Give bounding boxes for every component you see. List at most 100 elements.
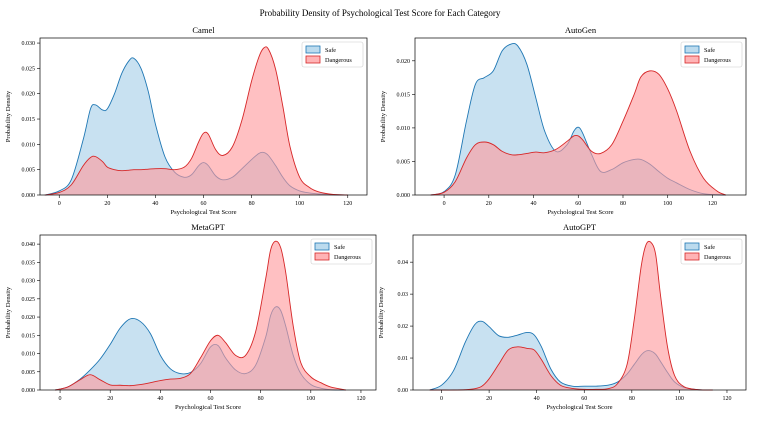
legend-label-safe: Safe [704, 244, 715, 251]
axes-frame [412, 234, 747, 391]
y-tick-label: 0.04 [398, 260, 409, 266]
x-axis-label: Psychological Test Score [170, 209, 236, 216]
x-tick-label: 60 [201, 201, 207, 207]
density-line-dangerous [429, 240, 713, 391]
x-tick-label: 80 [629, 396, 635, 402]
x-tick-label: 120 [356, 396, 365, 402]
x-tick-label: 0 [440, 396, 443, 402]
panel-title: AutoGen [565, 25, 597, 35]
panel-autogpt: AutoGPT 0 20 40 60 80 100 120 0.00 0.01 0.02 0.03 0.… [378, 222, 747, 411]
legend-swatch-safe [684, 45, 700, 54]
y-tick-label: 0.020 [22, 92, 36, 98]
y-tick-label: 0.030 [22, 279, 36, 285]
x-tick-label: 20 [486, 396, 492, 402]
x-tick-label: 60 [575, 201, 581, 207]
y-tick-label: 0.000 [397, 193, 411, 199]
y-tick-label: 0.02 [398, 324, 409, 330]
legend-swatch-dangerous [684, 252, 700, 261]
density-area-dangerous [429, 241, 713, 391]
y-tick-label: 0.000 [22, 388, 36, 394]
x-tick-label: 40 [157, 396, 163, 402]
legend-label-dangerous: Dangerous [325, 57, 352, 64]
y-tick-label: 0.015 [22, 117, 36, 123]
x-tick-label: 80 [258, 396, 264, 402]
y-tick-label: 0.040 [22, 242, 36, 248]
legend: Safe Dangerous [680, 41, 743, 68]
y-tick-label: 0.015 [22, 333, 36, 339]
y-axis-label: Probability Density [5, 90, 12, 142]
x-tick-label: 0 [443, 201, 446, 207]
x-axis-label: Psychological Test Score [175, 404, 241, 411]
panel-camel: Camel 0 20 40 60 80 100 120 0.000 0.005 0.010 0.015… [5, 25, 368, 216]
legend-swatch-dangerous [305, 55, 321, 64]
density-area-dangerous [430, 70, 726, 195]
legend-label-safe: Safe [334, 244, 345, 251]
y-tick-label: 0.025 [22, 297, 36, 303]
x-tick-label: 120 [343, 201, 352, 207]
y-tick-label: 0.035 [22, 260, 36, 266]
x-tick-label: 0 [59, 396, 62, 402]
y-tick-label: 0.00 [398, 388, 409, 394]
y-tick-label: 0.010 [22, 352, 36, 358]
y-tick-label: 0.010 [22, 142, 36, 148]
panel-title: MetaGPT [191, 222, 225, 232]
y-tick-label: 0.005 [397, 159, 411, 165]
x-tick-label: 40 [531, 201, 537, 207]
legend: Safe Dangerous [680, 238, 743, 265]
x-tick-label: 40 [152, 201, 158, 207]
x-tick-label: 120 [708, 201, 717, 207]
y-tick-label: 0.020 [397, 59, 411, 65]
legend-label-dangerous: Dangerous [704, 254, 731, 261]
panel-title: Camel [192, 25, 215, 35]
y-tick-label: 0.030 [22, 41, 36, 47]
legend-swatch-dangerous [314, 252, 330, 261]
y-tick-label: 0.03 [398, 292, 409, 298]
x-tick-label: 100 [675, 396, 684, 402]
legend-label-dangerous: Dangerous [704, 57, 731, 64]
density-line-dangerous [44, 46, 348, 196]
x-tick-label: 120 [722, 396, 731, 402]
figure-title: Probability Density of Psychological Tes… [260, 8, 501, 18]
x-tick-label: 80 [620, 201, 626, 207]
x-tick-label: 60 [581, 396, 587, 402]
legend-label-safe: Safe [325, 47, 336, 54]
x-tick-label: 0 [58, 201, 61, 207]
x-axis-label: Psychological Test Score [547, 209, 613, 216]
y-tick-label: 0.020 [22, 315, 36, 321]
x-tick-label: 20 [486, 201, 492, 207]
panel-metagpt: MetaGPT 0 20 40 60 80 100 120 0.000 0.005 0.010 0.0… [5, 222, 377, 411]
panel-autogen: AutoGen 0 20 40 60 80 100 120 0.000 0.005 0.010 0.0… [380, 25, 747, 216]
legend-label-dangerous: Dangerous [334, 254, 361, 261]
density-area-dangerous [55, 241, 346, 390]
y-tick-label: 0.025 [22, 66, 36, 72]
y-tick-label: 0.005 [22, 168, 36, 174]
panel-title: AutoGPT [563, 222, 597, 232]
x-tick-label: 80 [249, 201, 255, 207]
legend-swatch-safe [305, 45, 321, 54]
x-tick-label: 40 [534, 396, 540, 402]
legend-swatch-safe [684, 242, 700, 251]
legend-label-safe: Safe [704, 47, 715, 54]
density-line-dangerous [54, 240, 346, 391]
y-axis-label: Probability Density [378, 286, 385, 338]
x-tick-label: 100 [306, 396, 315, 402]
y-tick-label: 0.010 [397, 126, 411, 132]
x-tick-label: 20 [104, 201, 110, 207]
legend-swatch-safe [314, 242, 330, 251]
x-tick-label: 20 [107, 396, 113, 402]
density-area-dangerous [44, 46, 348, 196]
density-line-dangerous [430, 70, 727, 196]
y-axis-label: Probability Density [5, 286, 12, 338]
axes-frame [414, 37, 747, 196]
x-tick-label: 100 [663, 201, 672, 207]
y-tick-label: 0.015 [397, 92, 411, 98]
axes-frame [39, 234, 377, 391]
x-axis-label: Psychological Test Score [546, 404, 612, 411]
y-tick-label: 0.000 [22, 193, 36, 199]
y-axis-label: Probability Density [380, 90, 387, 142]
x-tick-label: 60 [208, 396, 214, 402]
legend: Safe Dangerous [301, 41, 364, 68]
